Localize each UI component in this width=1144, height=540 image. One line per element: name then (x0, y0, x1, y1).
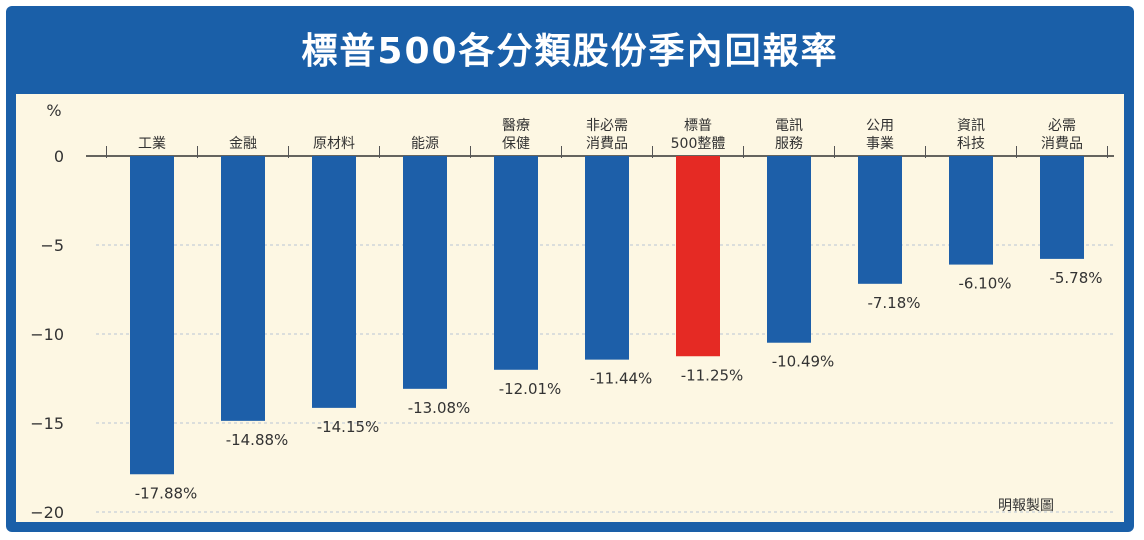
bar (1040, 156, 1084, 259)
value-label: -13.08% (408, 399, 471, 417)
y-tick-label: −5 (40, 236, 64, 255)
bar-chart: 0 −5 −10 −15 −20% 工業 -17.88% 金融 -14.88% 原材料 -14.15… (30, 101, 1114, 522)
y-axis-unit: % (46, 101, 61, 120)
category-label: 資訊 (957, 118, 985, 134)
bar (767, 156, 811, 343)
value-label: -14.88% (226, 431, 289, 449)
category-label: 原材料 (313, 136, 355, 152)
source-note: 明報製圖 (998, 498, 1054, 514)
value-label: -14.15% (317, 418, 380, 436)
value-label: -11.25% (681, 366, 744, 384)
chart-title: 標普500各分類股份季內回報率 (301, 31, 839, 72)
category-label: 金融 (229, 136, 257, 152)
category-label: 科技 (957, 136, 985, 152)
bar (130, 156, 174, 475)
bar (949, 156, 993, 265)
y-tick-label: −10 (30, 325, 64, 344)
chart-panel: 0 −5 −10 −15 −20% 工業 -17.88% 金融 -14.88% 原材料 -14.15… (16, 94, 1124, 522)
category-label: 非必需 (586, 118, 628, 134)
y-tick-label: −20 (30, 503, 64, 522)
value-label: -11.44% (590, 370, 653, 388)
value-label: -6.10% (958, 275, 1011, 293)
value-label: -5.78% (1049, 269, 1102, 287)
category-label: 工業 (138, 136, 166, 152)
value-label: -7.18% (867, 294, 920, 312)
category-label: 能源 (411, 136, 439, 152)
category-label: 消費品 (1041, 136, 1083, 152)
category-label: 標普 (684, 118, 712, 134)
category-label: 公用 (866, 118, 894, 134)
category-label: 醫療 (502, 117, 530, 134)
category-label: 500整體 (671, 136, 726, 152)
bar (312, 156, 356, 408)
category-label: 電訊 (775, 118, 803, 134)
title-bar: 標普500各分類股份季內回報率 (6, 6, 1134, 90)
value-label: -12.01% (499, 380, 562, 398)
bar (221, 156, 265, 421)
category-label: 必需 (1048, 118, 1076, 134)
category-label: 保健 (502, 136, 530, 152)
chart-frame: 標普500各分類股份季內回報率 0 −5 −10 −15 −20% 工業 -17.88% 金融… (6, 6, 1134, 532)
bar (676, 156, 720, 357)
bar (494, 156, 538, 370)
bar (403, 156, 447, 389)
value-label: -10.49% (772, 353, 835, 371)
category-label: 事業 (866, 136, 894, 152)
y-tick-label: −15 (30, 414, 64, 433)
category-label: 服務 (775, 136, 803, 152)
value-label: -17.88% (135, 484, 198, 502)
y-tick-label: 0 (54, 147, 64, 166)
bar (858, 156, 902, 284)
bar (585, 156, 629, 360)
category-label: 消費品 (586, 136, 628, 152)
